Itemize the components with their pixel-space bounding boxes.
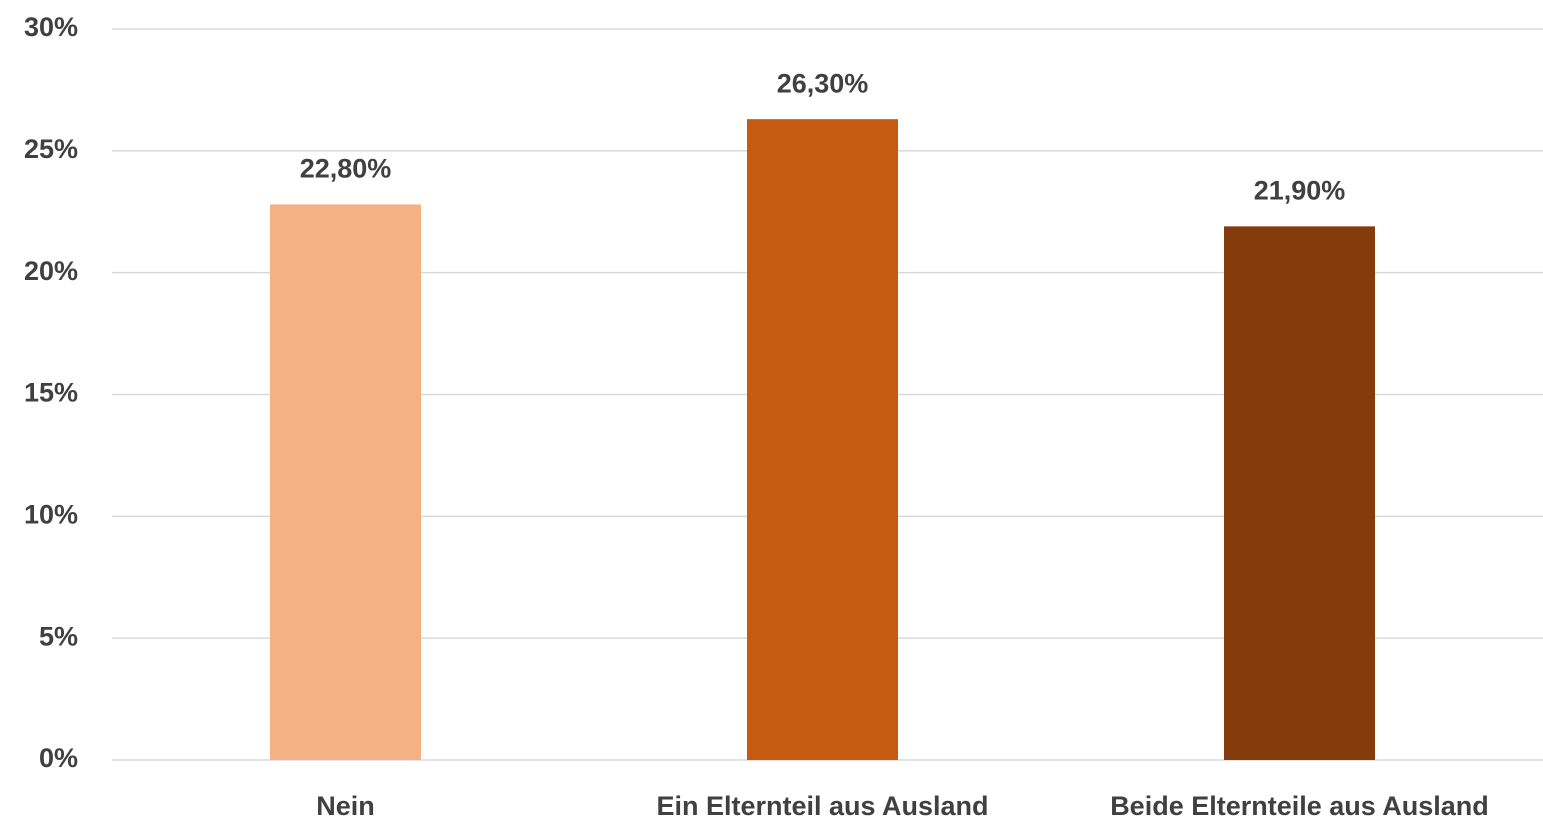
data-label: 26,30% xyxy=(777,68,869,98)
bar xyxy=(1224,226,1375,760)
data-label: 22,80% xyxy=(300,154,392,184)
bar xyxy=(747,119,898,760)
y-tick-label: 20% xyxy=(24,256,78,286)
data-label: 21,90% xyxy=(1254,175,1346,205)
y-tick-label: 0% xyxy=(39,743,78,773)
y-tick-label: 15% xyxy=(24,378,78,408)
bar xyxy=(270,204,421,760)
x-tick-label: Ein Elternteil aus Ausland xyxy=(656,791,988,821)
y-tick-label: 5% xyxy=(39,621,78,651)
y-tick-label: 25% xyxy=(24,134,78,164)
x-tick-label: Nein xyxy=(316,791,375,821)
y-tick-label: 30% xyxy=(24,12,78,42)
x-tick-label: Beide Elternteile aus Ausland xyxy=(1110,791,1489,821)
y-tick-label: 10% xyxy=(24,499,78,529)
